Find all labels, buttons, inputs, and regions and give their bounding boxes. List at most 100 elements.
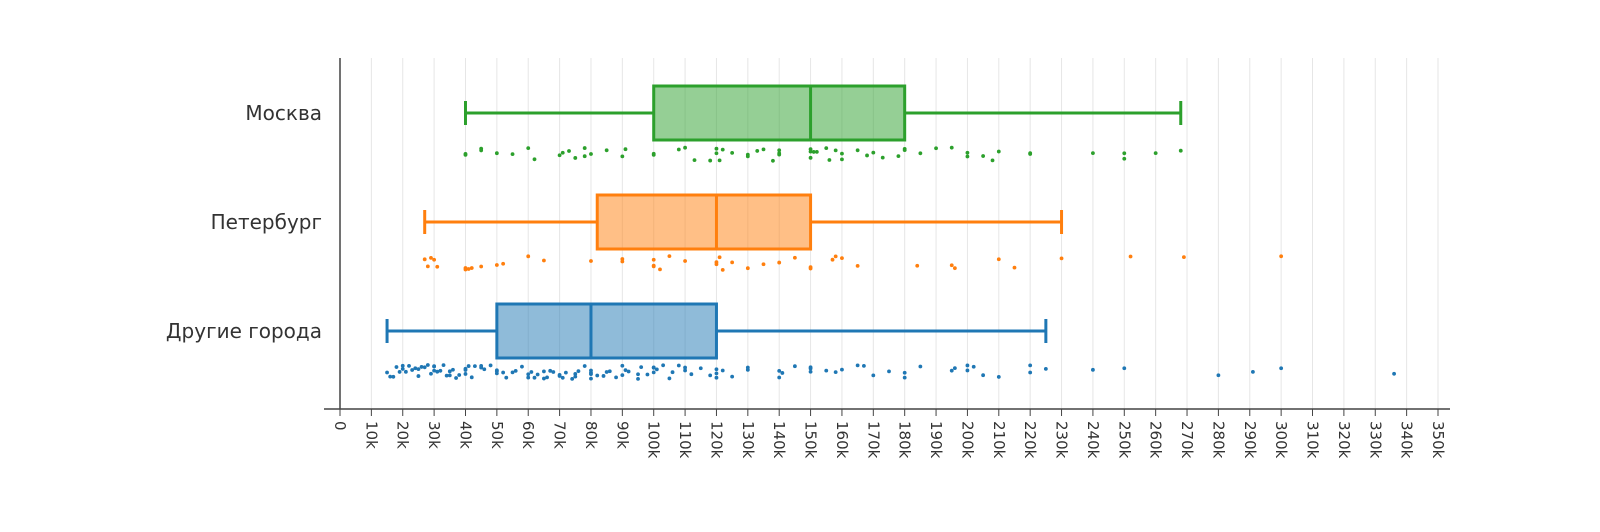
data-point	[1153, 151, 1158, 156]
data-point	[651, 151, 656, 156]
data-point	[896, 154, 901, 159]
data-point	[714, 151, 719, 156]
data-point	[651, 257, 656, 262]
data-point	[996, 257, 1001, 262]
data-point	[720, 368, 725, 373]
data-point	[400, 363, 405, 368]
data-point	[501, 261, 506, 266]
data-point	[494, 368, 499, 373]
data-point	[833, 254, 838, 259]
data-point	[1122, 151, 1127, 156]
data-point	[526, 375, 531, 380]
data-point	[416, 367, 421, 372]
data-point	[1392, 371, 1396, 376]
data-point	[1251, 369, 1255, 374]
data-point	[814, 150, 819, 154]
data-point	[1181, 255, 1186, 260]
data-point	[429, 255, 433, 260]
x-tick-label: 320k	[1335, 421, 1353, 459]
x-tick-label: 330k	[1366, 421, 1384, 459]
data-point	[996, 375, 1001, 379]
data-point	[435, 369, 440, 374]
data-point	[683, 365, 687, 370]
data-point	[777, 152, 782, 157]
data-point	[902, 370, 907, 375]
data-point	[573, 156, 578, 160]
data-point	[529, 370, 534, 374]
data-point	[871, 150, 876, 155]
data-point	[871, 373, 876, 378]
x-tick-label: 60k	[519, 421, 537, 449]
data-point	[714, 371, 719, 376]
data-point	[472, 364, 477, 369]
data-point	[573, 371, 578, 376]
data-point	[620, 259, 625, 264]
category-label: Петербург	[211, 210, 322, 234]
x-tick-label: 290k	[1241, 421, 1259, 459]
x-tick-label: 350k	[1429, 421, 1447, 459]
x-tick-label: 220k	[1021, 421, 1039, 459]
data-point	[582, 364, 587, 368]
data-point	[1043, 367, 1048, 371]
x-tick-label: 260k	[1147, 421, 1165, 459]
data-point	[391, 374, 396, 379]
data-point	[808, 369, 813, 374]
data-point	[1091, 151, 1095, 156]
data-point	[466, 364, 471, 368]
data-point	[557, 153, 562, 158]
data-point	[601, 374, 606, 378]
data-point	[996, 149, 1001, 154]
x-tick-label: 270k	[1178, 421, 1196, 459]
data-point	[934, 146, 938, 151]
data-point	[855, 148, 860, 153]
data-point	[620, 154, 625, 159]
data-point	[454, 376, 458, 380]
data-point	[463, 368, 468, 372]
data-point	[720, 267, 725, 272]
data-point	[463, 267, 468, 272]
box-iqr	[595, 193, 813, 251]
data-point	[463, 372, 468, 376]
data-point	[1028, 370, 1033, 375]
x-tick-label: 280k	[1209, 421, 1227, 459]
data-point	[429, 371, 433, 376]
data-point	[463, 152, 468, 157]
x-tick-label: 80k	[582, 421, 600, 449]
data-point	[535, 372, 540, 377]
data-point	[639, 365, 644, 370]
data-point	[670, 370, 675, 375]
data-point	[626, 369, 631, 374]
data-point	[745, 154, 750, 159]
data-point	[532, 375, 537, 380]
data-point	[811, 150, 816, 154]
data-point	[419, 365, 424, 369]
data-point	[645, 372, 650, 377]
x-tick-label: 130k	[739, 421, 757, 459]
data-point	[952, 266, 957, 271]
data-point	[824, 146, 829, 151]
x-tick-label: 240k	[1084, 421, 1102, 459]
data-point	[683, 368, 687, 373]
data-point	[833, 370, 838, 375]
data-point	[949, 263, 954, 268]
data-point	[965, 368, 970, 373]
data-point	[1012, 265, 1017, 270]
x-tick-label: 40k	[456, 421, 474, 449]
data-point	[965, 154, 970, 159]
data-point	[745, 266, 750, 271]
x-tick-label: 310k	[1304, 421, 1322, 459]
data-point	[510, 152, 515, 156]
data-point	[510, 370, 515, 375]
x-tick-label: 200k	[958, 421, 976, 459]
data-point	[438, 368, 443, 373]
data-point	[636, 376, 640, 381]
data-point	[1216, 373, 1221, 378]
data-point	[542, 369, 546, 374]
data-point	[840, 151, 844, 156]
data-point	[676, 147, 681, 152]
data-point	[636, 372, 640, 377]
data-point	[526, 254, 531, 259]
data-point	[730, 260, 735, 265]
data-point	[990, 158, 995, 163]
data-point	[840, 256, 844, 261]
